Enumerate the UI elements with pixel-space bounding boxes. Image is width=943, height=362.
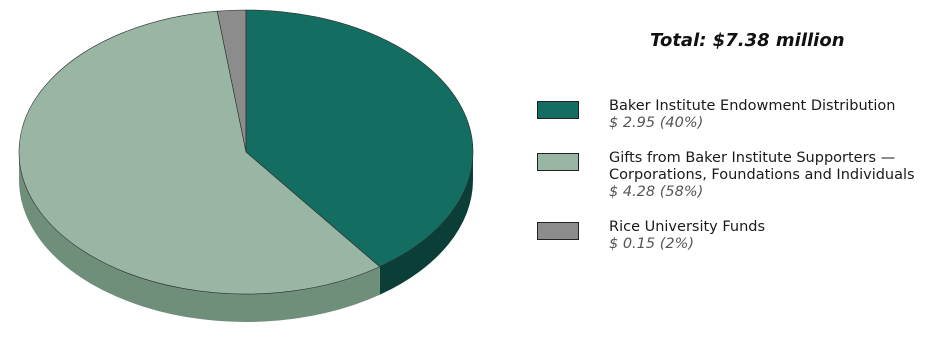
legend-value-gifts: $ 4.28 (58%) — [609, 184, 704, 200]
legend: Baker Institute Endowment Distribution $… — [537, 98, 937, 271]
legend-label-gifts: Gifts from Baker Institute Supporters — … — [609, 150, 915, 183]
legend-value-rice: $ 0.15 (2%) — [609, 236, 695, 252]
legend-item-rice: Rice University Funds $ 0.15 (2%) — [537, 219, 937, 253]
pie-slice-endowment — [245, 9, 474, 268]
legend-item-endowment: Baker Institute Endowment Distribution $… — [537, 98, 937, 132]
pie-side-endowment — [379, 152, 473, 295]
legend-label-rice: Rice University Funds — [609, 219, 766, 235]
legend-swatch-rice — [537, 222, 579, 240]
pie-side-gifts — [18, 152, 380, 323]
legend-label-endowment: Baker Institute Endowment Distribution — [609, 98, 896, 114]
legend-swatch-gifts — [537, 153, 579, 171]
legend-value-endowment: $ 2.95 (40%) — [609, 115, 704, 131]
legend-swatch-endowment — [537, 101, 579, 119]
chart-total: Total: $7.38 million — [650, 30, 845, 51]
pie-chart — [18, 9, 474, 323]
pie-slice-gifts — [18, 10, 381, 295]
legend-item-gifts: Gifts from Baker Institute Supporters — … — [537, 150, 937, 201]
